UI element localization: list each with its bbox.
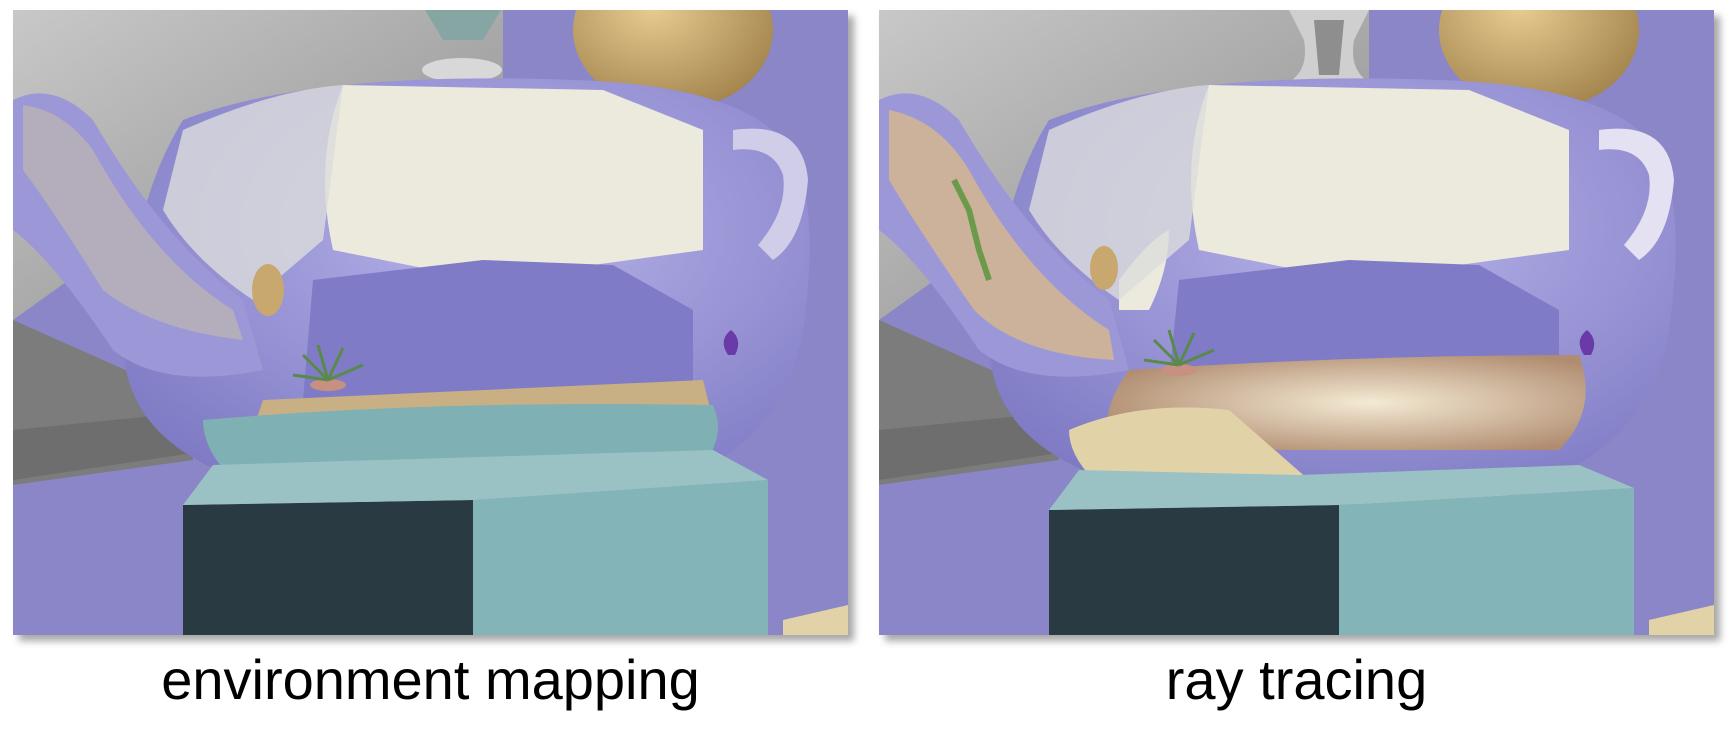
teapot-handle <box>733 128 808 260</box>
environment-mapping-render <box>13 10 848 635</box>
teapot-highlight <box>1191 85 1569 280</box>
teapot-handle <box>1599 128 1674 260</box>
teapot-scene-env-map <box>13 10 848 635</box>
teapot-scene-ray-trace <box>879 10 1714 635</box>
plant-reflection <box>1143 329 1215 376</box>
ray-tracing-render <box>879 10 1714 635</box>
pedestal-side <box>473 480 768 635</box>
caption-ray-tracing: ray tracing <box>1165 648 1428 711</box>
pedestal-front <box>183 500 473 635</box>
teapot-highlight <box>325 85 703 280</box>
pedestal-side <box>1339 488 1634 635</box>
plant-reflection <box>292 344 364 391</box>
pedestal-front <box>1049 505 1339 635</box>
caption-environment-mapping: environment mapping <box>161 648 700 711</box>
